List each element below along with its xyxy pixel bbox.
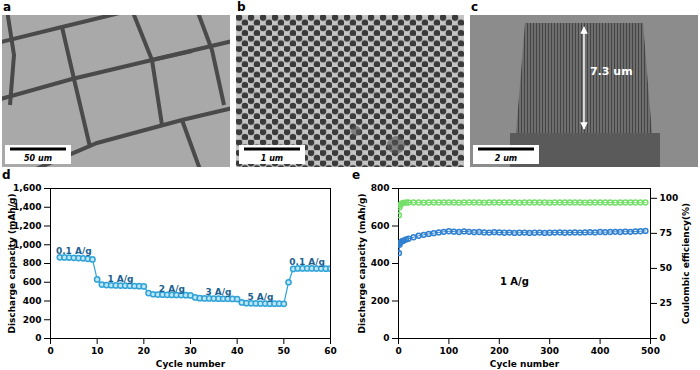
svg-text:100: 100	[660, 193, 679, 203]
svg-text:7.3 um: 7.3 um	[590, 65, 633, 78]
svg-text:3 A/g: 3 A/g	[205, 287, 231, 297]
svg-text:0: 0	[395, 346, 401, 356]
svg-text:50: 50	[660, 263, 673, 273]
svg-text:75: 75	[660, 228, 673, 238]
svg-text:0.1 A/g: 0.1 A/g	[289, 257, 325, 267]
svg-text:Coulombic efficiency(%): Coulombic efficiency(%)	[681, 203, 691, 324]
svg-text:0: 0	[47, 346, 53, 356]
svg-text:1 A/g: 1 A/g	[500, 276, 529, 287]
svg-text:1,200: 1,200	[13, 221, 41, 231]
svg-text:200: 200	[23, 315, 42, 325]
html-text:c: c	[471, 0, 479, 14]
html-text:e: e	[352, 168, 361, 182]
svg-text:0: 0	[660, 333, 666, 343]
html-text:a: a	[3, 0, 12, 14]
svg-text:40: 40	[231, 346, 244, 356]
svg-text:100: 100	[440, 346, 459, 356]
svg-text:50 um: 50 um	[24, 154, 52, 163]
svg-text:2 A/g: 2 A/g	[159, 284, 185, 294]
svg-text:500: 500	[641, 346, 660, 356]
html-text:d: d	[2, 168, 11, 182]
svg-text:600: 600	[23, 277, 42, 287]
svg-text:Discharge capacity (mAh/g): Discharge capacity (mAh/g)	[357, 193, 367, 333]
svg-text:1,000: 1,000	[13, 240, 41, 250]
svg-text:5 A/g: 5 A/g	[247, 292, 273, 302]
svg-text:1,400: 1,400	[13, 202, 41, 212]
svg-text:Cycle number: Cycle number	[156, 359, 226, 369]
svg-text:200: 200	[371, 296, 390, 306]
svg-text:400: 400	[371, 258, 390, 268]
svg-text:400: 400	[591, 346, 610, 356]
svg-text:1 A/g: 1 A/g	[107, 274, 133, 284]
svg-text:0: 0	[35, 333, 41, 343]
svg-text:50: 50	[278, 346, 291, 356]
svg-text:10: 10	[91, 346, 104, 356]
svg-text:2 um: 2 um	[495, 154, 517, 163]
svg-text:400: 400	[23, 296, 42, 306]
html-text:b: b	[237, 0, 246, 14]
svg-text:800: 800	[23, 258, 42, 268]
svg-text:1,600: 1,600	[13, 183, 41, 193]
svg-text:0: 0	[383, 333, 389, 343]
svg-text:800: 800	[371, 183, 390, 193]
svg-text:60: 60	[324, 346, 337, 356]
svg-text:20: 20	[138, 346, 151, 356]
svg-text:200: 200	[490, 346, 509, 356]
svg-text:Cycle number: Cycle number	[490, 359, 560, 369]
svg-text:300: 300	[540, 346, 559, 356]
svg-text:25: 25	[660, 298, 673, 308]
svg-text:30: 30	[184, 346, 197, 356]
svg-text:1 um: 1 um	[261, 154, 283, 163]
svg-text:0.1 A/g: 0.1 A/g	[56, 246, 92, 256]
svg-text:600: 600	[371, 221, 390, 231]
svg-text:Discharge capacity (mAh/g): Discharge capacity (mAh/g)	[7, 193, 17, 333]
